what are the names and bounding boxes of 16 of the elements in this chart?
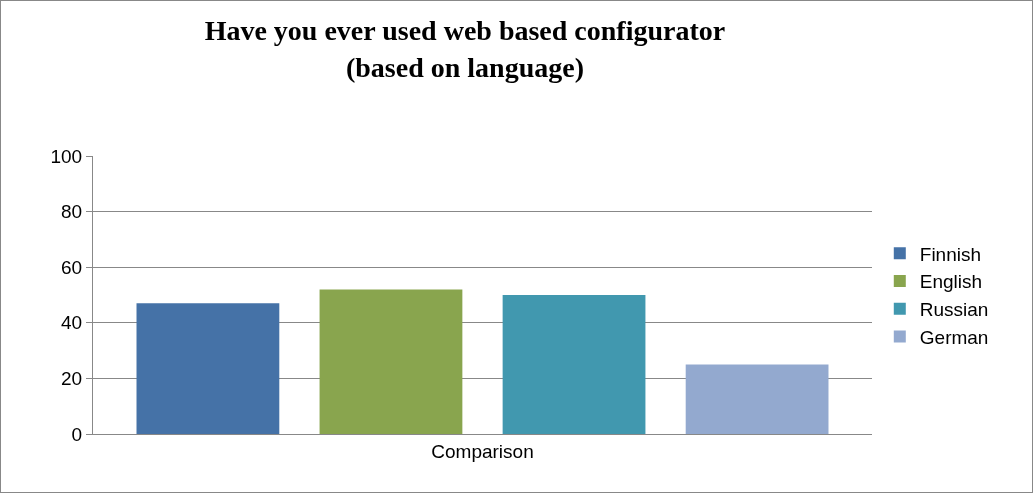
y-tick-label: 0 bbox=[71, 423, 83, 445]
bar bbox=[136, 303, 280, 434]
chart-title: Have you ever used web based configurator (based on language) bbox=[204, 15, 726, 83]
legend-label: German bbox=[919, 326, 989, 348]
legend-label: Russian bbox=[919, 299, 989, 321]
bar bbox=[319, 289, 463, 434]
x-tick-label: Comparison bbox=[431, 440, 534, 462]
legend-label: English bbox=[919, 271, 983, 293]
legend-label: Finnish bbox=[919, 243, 982, 265]
y-tick-label: 20 bbox=[61, 368, 83, 390]
y-tick-label: 40 bbox=[61, 312, 83, 334]
y-tick-label: 100 bbox=[50, 145, 83, 167]
y-tick-label: 80 bbox=[61, 201, 83, 223]
y-tick-label: 60 bbox=[61, 256, 83, 278]
bar bbox=[685, 364, 829, 434]
bar bbox=[502, 295, 646, 434]
